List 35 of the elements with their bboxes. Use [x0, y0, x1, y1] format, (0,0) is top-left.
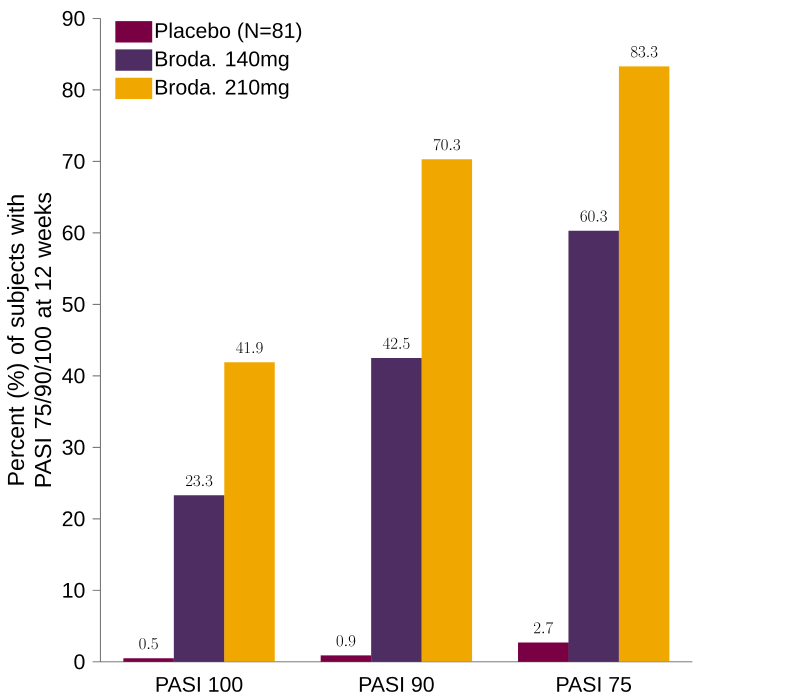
y-axis-title: Percent (%) of subjects with PASI 75/90/100 at 12 weeks — [7, 192, 52, 486]
y-tick-label: 60 — [62, 225, 85, 240]
bar — [422, 159, 472, 662]
y-tick-label: 90 — [62, 10, 85, 26]
legend-label: Broda. 140mg — [156, 50, 288, 71]
x-tick-label: PASI 75 — [557, 676, 632, 692]
bar — [371, 358, 422, 662]
y-tick-label: 30 — [62, 440, 85, 455]
data-label: 0.5 — [139, 638, 158, 650]
bar — [224, 362, 275, 662]
bar — [123, 658, 174, 662]
data-label: 41 .9 — [236, 342, 263, 354]
data-label: 83.3 — [630, 46, 658, 58]
y-tick-label: 10 — [63, 582, 85, 598]
data-label: 0.9 — [336, 635, 356, 646]
data-label: 60.3 — [580, 210, 607, 222]
legend-label: Placebo (N=81) — [156, 22, 302, 42]
data-label: 23.3 — [186, 474, 212, 486]
y-tick-label: 70 — [62, 154, 85, 169]
bar — [618, 66, 670, 662]
x-tick-label: PASI 100 — [156, 676, 242, 692]
y-tick-label: 80 — [62, 82, 85, 98]
bar — [174, 495, 224, 662]
data-label: 70.3 — [434, 138, 460, 150]
y-tick-label: 40 — [62, 368, 85, 384]
x-tick-label: PASI 90 — [360, 676, 434, 692]
data-label: 2.7 — [534, 622, 554, 634]
y-tick-label: 50 — [62, 296, 85, 312]
legend-label: Broda. 210mg — [156, 79, 288, 99]
data-label: 42.5 — [382, 338, 410, 350]
bar — [320, 655, 372, 662]
y-tick-label: 20 — [62, 511, 85, 526]
bar — [568, 230, 619, 662]
bar — [518, 642, 568, 662]
y-tick-label: 0 — [74, 654, 85, 670]
